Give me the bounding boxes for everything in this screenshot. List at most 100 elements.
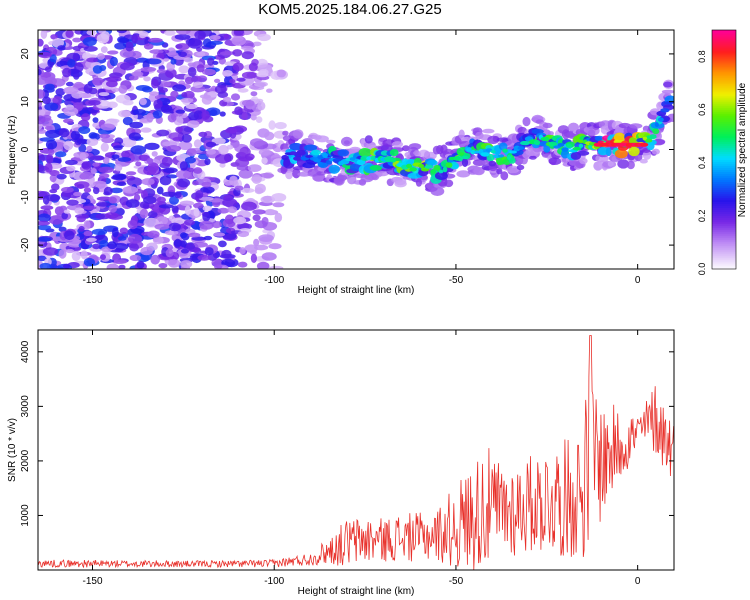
noise-blob	[92, 117, 99, 123]
noise-blob	[78, 126, 91, 134]
ridge-halo	[315, 135, 329, 143]
colorbar-cell	[712, 121, 736, 125]
colorbar-cell	[712, 233, 736, 236]
ridge-halo	[629, 123, 643, 129]
noise-blob	[45, 129, 61, 139]
noise-blob	[171, 205, 179, 213]
ridge-core	[566, 143, 572, 148]
ridge-blob	[614, 149, 628, 159]
ridge-halo	[282, 130, 289, 136]
noise-blob	[122, 186, 139, 194]
ridge-core	[281, 154, 289, 161]
ridge-blob	[577, 150, 590, 156]
colorbar-cell	[712, 97, 736, 101]
noise-blob	[139, 208, 149, 219]
ridge-core	[572, 146, 582, 151]
noise-blob	[38, 115, 46, 125]
ridge-core	[409, 167, 417, 172]
noise-blob	[131, 33, 138, 44]
colorbar-cell	[712, 249, 736, 252]
noise-blob	[158, 204, 174, 209]
ridge-blob	[543, 144, 551, 153]
noise-blob	[140, 127, 152, 133]
noise-blob	[112, 259, 128, 265]
noise-blob	[131, 71, 144, 77]
noise-blob	[211, 221, 222, 229]
ridge-core	[642, 136, 648, 141]
noise-blob	[276, 69, 286, 78]
noise-blob	[118, 85, 128, 94]
noise-blob	[129, 254, 142, 262]
noise-blob	[151, 151, 158, 157]
noise-blob	[141, 178, 155, 186]
y-tick-label: 2000	[20, 449, 31, 472]
noise-blob	[50, 34, 58, 40]
noise-blob	[180, 97, 194, 103]
y-tick-label: -10	[20, 190, 31, 205]
colorbar-cell	[712, 65, 736, 69]
ridge-halo	[473, 166, 485, 176]
noise-blob	[257, 101, 266, 111]
x-tick-label: 0	[635, 576, 641, 587]
noise-blob	[237, 230, 250, 238]
ridge-halo	[548, 157, 562, 165]
noise-blob	[241, 45, 254, 51]
ridge-blob	[426, 159, 438, 166]
noise-blob	[143, 43, 154, 50]
colorbar-tick-label: 0.6	[697, 103, 707, 116]
noise-blob	[49, 54, 57, 63]
noise-blob	[125, 171, 137, 176]
colorbar-cell	[712, 57, 736, 61]
noise-blob	[42, 247, 59, 256]
colorbar-cell	[712, 239, 736, 242]
colorbar-cell	[712, 151, 736, 155]
noise-blob	[233, 30, 245, 36]
noise-blob	[150, 254, 160, 265]
colorbar-cell	[712, 143, 736, 147]
colorbar-cell	[712, 245, 736, 248]
noise-blob	[256, 261, 270, 269]
noise-blob	[258, 148, 271, 156]
noise-blob	[221, 70, 233, 77]
noise-blob	[203, 235, 213, 241]
noise-blob	[120, 62, 135, 71]
noise-blob	[224, 214, 235, 225]
colorbar-cell	[712, 83, 736, 87]
noise-blob	[158, 263, 168, 269]
colorbar-cell	[712, 107, 736, 111]
noise-blob	[86, 57, 99, 63]
ridge-blob	[628, 146, 640, 157]
noise-blob	[202, 38, 212, 48]
noise-blob	[78, 225, 85, 232]
x-tick-label: -100	[264, 576, 284, 587]
noise-blob	[63, 86, 79, 95]
noise-blob	[212, 30, 220, 33]
ridge-blob	[358, 147, 372, 157]
ridge-blob	[498, 142, 508, 151]
noise-blob	[190, 85, 206, 93]
ridge-core	[370, 155, 376, 161]
colorbar-cell	[712, 189, 736, 192]
noise-blob	[82, 37, 97, 47]
noise-blob	[86, 145, 93, 152]
colorbar-cell	[712, 157, 736, 161]
noise-blob	[225, 127, 238, 134]
noise-blob	[214, 264, 223, 269]
noise-blob	[268, 265, 284, 269]
noise-blob	[83, 257, 95, 267]
colorbar-cell	[712, 125, 736, 129]
noise-blob	[170, 58, 177, 65]
ridge-halo	[316, 171, 326, 176]
noise-blob	[201, 181, 212, 188]
ridge-core	[296, 149, 306, 156]
noise-blob	[56, 173, 67, 180]
ridge-halo	[651, 148, 660, 155]
ridge-halo	[663, 81, 673, 88]
noise-blob	[194, 30, 206, 40]
ridge-core	[470, 149, 476, 155]
noise-blob	[149, 49, 164, 54]
noise-blob	[38, 100, 43, 107]
noise-blob	[38, 129, 47, 134]
noise-blob	[65, 81, 74, 87]
ridge-blob	[337, 149, 349, 157]
